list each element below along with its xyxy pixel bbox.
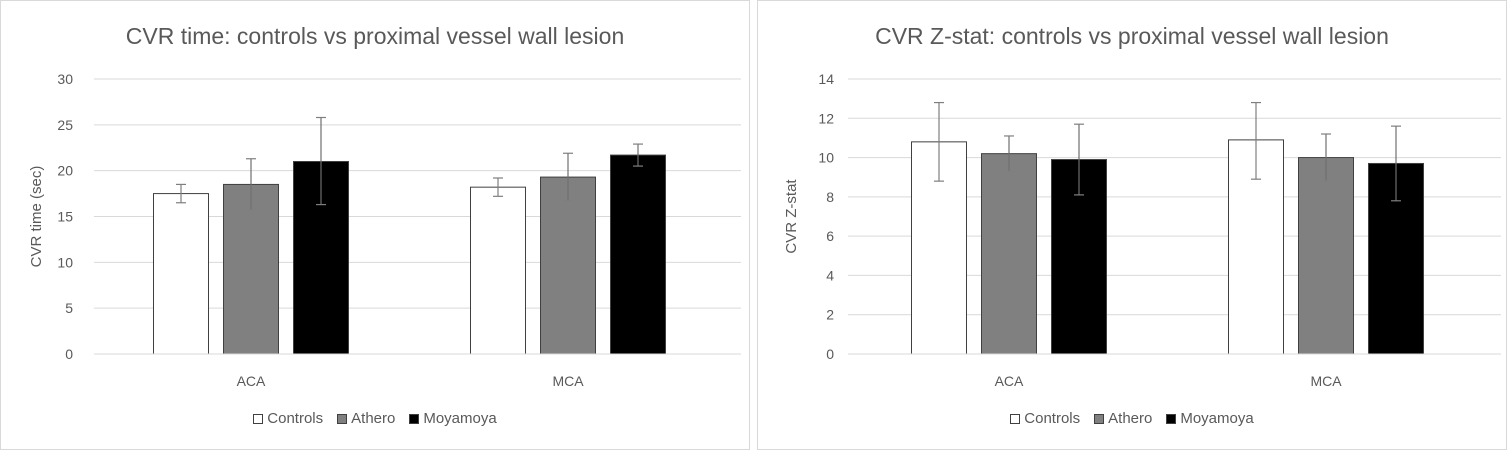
y-tick-label: 5: [65, 300, 73, 316]
y-axis-label: CVR time (sec): [28, 166, 45, 268]
y-tick-label: 0: [65, 346, 73, 362]
legend-item-moyamoya: Moyamoya: [1166, 410, 1254, 427]
y-tick-label: 10: [57, 254, 73, 270]
legend-swatch: [337, 413, 348, 424]
legend-item-moyamoya: Moyamoya: [409, 410, 497, 427]
y-tick-label: 0: [826, 346, 834, 362]
cvr-time-chart: CVR time: controls vs proximal vessel wa…: [0, 0, 750, 450]
bar-moyamoya-mca: [610, 154, 666, 355]
y-tick-label: 30: [57, 71, 73, 87]
y-tick-label: 2: [826, 307, 834, 323]
legend-swatch: [1166, 413, 1177, 424]
legend-label: Controls: [1024, 410, 1081, 427]
plot-area: 0 2 4 6 8 10 12 14 CVR Z-stat ACA MCA: [783, 71, 1501, 389]
x-tick-label: MCA: [552, 373, 584, 389]
cvr-zstat-chart: CVR Z-stat: controls vs proximal vessel …: [757, 0, 1507, 450]
legend-label: Moyamoya: [1180, 410, 1254, 427]
y-tick-label: 4: [826, 267, 834, 283]
y-tick-label: 25: [57, 117, 73, 133]
bar-athero-aca: [223, 183, 279, 355]
y-axis-label: CVR Z-stat: [783, 179, 800, 254]
y-tick-label: 15: [57, 209, 73, 225]
chart-title: CVR Z-stat: controls vs proximal vessel …: [875, 23, 1389, 49]
bar-athero-aca: [981, 153, 1037, 355]
legend-label: Moyamoya: [423, 410, 497, 427]
bar-controls-mca: [470, 186, 526, 355]
bar-athero-mca: [1298, 157, 1354, 355]
legend-swatch: [1094, 413, 1105, 424]
y-tick-label: 10: [818, 150, 834, 166]
x-tick-label: ACA: [237, 373, 266, 389]
legend-swatch: [253, 413, 264, 424]
x-tick-label: ACA: [995, 373, 1024, 389]
legend-label: Athero: [1108, 410, 1153, 427]
y-tick-label: 8: [826, 189, 834, 205]
legend-label: Athero: [351, 410, 396, 427]
y-tick-label: 6: [826, 228, 834, 244]
legend-item-controls: Controls: [1010, 410, 1080, 427]
legend-swatch: [1010, 413, 1021, 424]
bar-athero-mca: [540, 176, 596, 355]
x-tick-label: MCA: [1310, 373, 1342, 389]
y-tick-label: 14: [818, 71, 834, 87]
legend-item-athero: Athero: [337, 410, 395, 427]
legend-item-athero: Athero: [1094, 410, 1152, 427]
chart-title: CVR time: controls vs proximal vessel wa…: [125, 23, 625, 49]
legend-label: Controls: [267, 410, 324, 427]
y-tick-label: 12: [818, 110, 834, 126]
legend: Controls Athero Moyamoya: [1, 410, 749, 427]
legend: Controls Athero Moyamoya: [758, 410, 1506, 427]
bar-controls-aca: [153, 193, 209, 355]
y-tick-label: 20: [57, 163, 73, 179]
legend-item-controls: Controls: [253, 410, 323, 427]
plot-area: 0 5 10 15 20 25 30 CVR time (sec) ACA MCA: [28, 71, 741, 389]
legend-swatch: [409, 413, 420, 424]
